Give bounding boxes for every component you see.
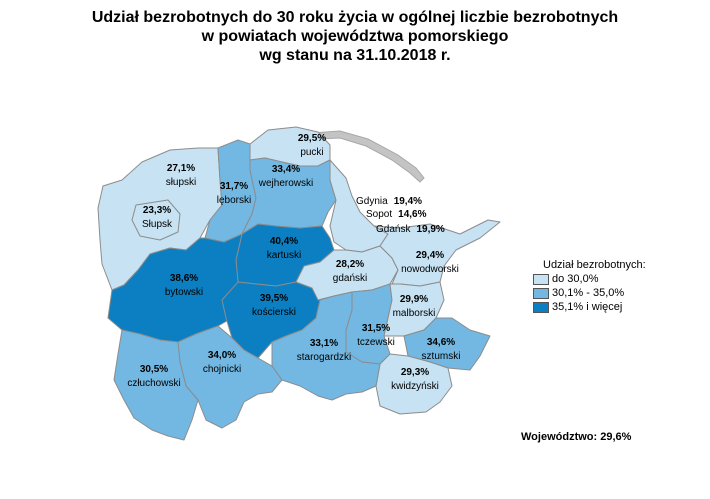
map-title: Udział bezrobotnych do 30 roku życia w o… [0,8,710,65]
label-value-malborski: 29,9% [400,294,428,305]
label-name-kwidzynski: kwidzyński [391,381,439,392]
legend-label-low: do 30,0% [552,273,599,285]
label-value-tczewski: 31,5% [362,323,390,334]
label-name-gdanski: gdański [333,273,367,284]
label-name-czluchowski: człuchowski [127,378,180,389]
label-name-wejherowski: wejherowski [258,178,313,189]
label-name-tczewski: tczewski [357,337,395,348]
city-gdansk-value: 19,9% [416,224,445,235]
label-name-malborski: malborski [393,308,436,319]
legend-label-high: 35,1% i więcej [552,301,623,313]
title-line-1: Udział bezrobotnych do 30 roku życia w o… [91,9,619,26]
city-gdansk: Gdańsk 19,9% [376,224,445,235]
label-name-koscierski: kościerski [252,307,296,318]
region-nowodworski[interactable] [373,219,501,287]
legend-swatch-mid [533,287,549,299]
label-name-pucki: pucki [300,147,323,158]
legend-title: Udział bezrobotnych: [543,259,646,271]
label-name-bytowski: bytowski [165,287,203,298]
label-value-pucki: 29,5% [298,133,326,144]
region-czluchowski[interactable] [113,329,199,441]
legend-label-mid: 30,1% - 35,0% [552,287,625,299]
label-name-leborski: lęborski [217,195,251,206]
label-value-nowodworski: 29,4% [416,250,444,261]
region-wejherowski[interactable] [241,157,337,235]
label-name-chojnicki: chojnicki [203,364,241,375]
city-sopot-value: 14,6% [398,209,427,220]
label-value-kartuski: 40,4% [270,236,298,247]
label-name-slupski: słupski [166,177,197,188]
hel-peninsula [310,130,425,183]
label-name-kartuski: kartuski [267,250,301,261]
label-value-chojnicki: 34,0% [208,350,236,361]
label-value-wejherowski: 33,4% [272,164,300,175]
label-value-leborski: 31,7% [220,181,248,192]
label-name-starogardzki: starogardzki [297,352,351,363]
city-sopot: Sopot 14,6% [366,209,427,220]
legend-item: 30,1% - 35,0% [533,286,646,300]
label-value-slupsk: 23,3% [143,205,171,216]
city-gdynia-value: 19,4% [393,196,423,207]
region-sztumski[interactable] [403,317,491,371]
voivodeship-summary: Województwo: 29,6% [521,431,632,443]
city-gdansk-name: Gdańsk [376,224,411,235]
city-gdynia: Gdynia 19,4% [356,196,422,207]
label-value-gdanski: 28,2% [336,259,364,270]
legend-item: 35,1% i więcej [533,300,646,314]
label-value-slupski: 27,1% [167,163,195,174]
label-value-bytowski: 38,6% [170,273,198,284]
city-gdynia-name: Gdynia [356,196,388,207]
label-name-nowodworski: nowodworski [401,264,459,275]
region-slupsk[interactable] [131,199,181,241]
label-name-slupsk: Słupsk [142,219,173,230]
label-name-sztumski: sztumski [422,351,461,362]
legend-item: do 30,0% [533,272,646,286]
label-value-sztumski: 34,6% [427,337,455,348]
label-value-kwidzynski: 29,3% [401,367,429,378]
label-value-koscierski: 39,5% [260,293,288,304]
legend-swatch-low [533,273,549,285]
label-value-czluchowski: 30,5% [140,364,168,375]
region-kwidzynski[interactable] [375,353,453,415]
title-line-3: wg stanu na 31.10.2018 r. [259,47,451,64]
city-sopot-name: Sopot [366,209,393,220]
title-line-2: w powiatach województwa pomorskiego [201,28,509,45]
map-legend: Udział bezrobotnych: do 30,0% 30,1% - 35… [533,258,646,314]
legend-swatch-high [533,301,549,313]
label-value-starogardzki: 33,1% [310,338,338,349]
